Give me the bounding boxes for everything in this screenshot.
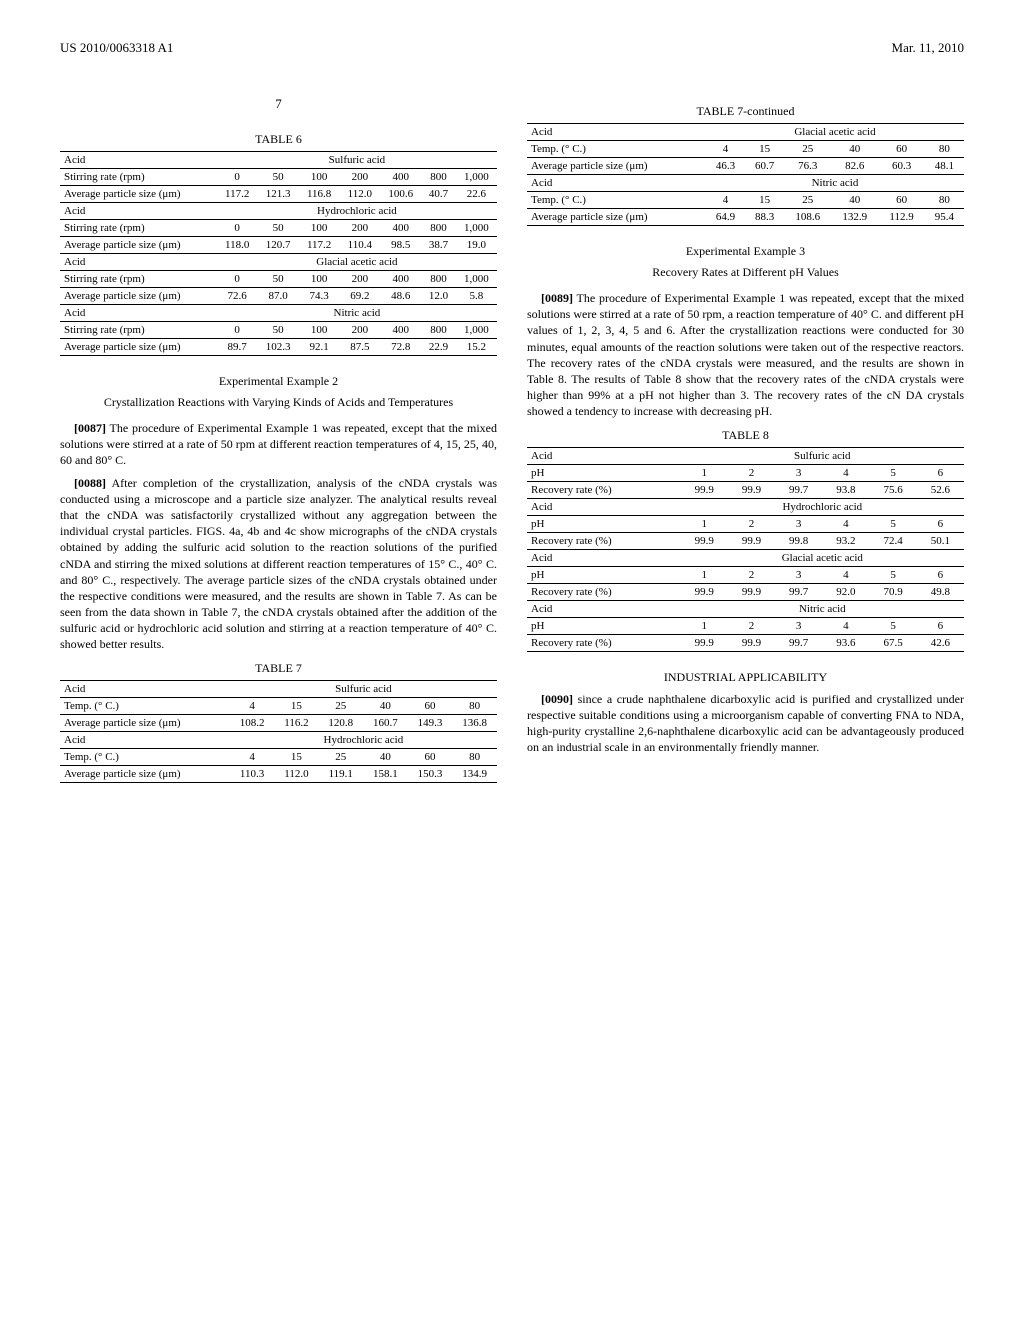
exp2-title: Experimental Example 2 xyxy=(60,374,497,389)
industrial-title: INDUSTRIAL APPLICABILITY xyxy=(527,670,964,685)
pub-date: Mar. 11, 2010 xyxy=(892,40,964,56)
para-0090: [0090] since a crude naphthalene dicarbo… xyxy=(527,691,964,756)
para-0088: [0088] After completion of the crystalli… xyxy=(60,475,497,653)
table7: AcidSulfuric acidTemp. (° C.)41525406080… xyxy=(60,680,497,783)
table8: AcidSulfuric acidpH123456Recovery rate (… xyxy=(527,447,964,652)
page-header: US 2010/0063318 A1 Mar. 11, 2010 xyxy=(60,40,964,56)
para-text: After completion of the crystallization,… xyxy=(60,476,497,652)
table6: AcidSulfuric acidStirring rate (rpm)0501… xyxy=(60,151,497,356)
para-0089: [0089] The procedure of Experimental Exa… xyxy=(527,290,964,420)
para-num: [0088] xyxy=(74,476,106,490)
table7-continued: AcidGlacial acetic acidTemp. (° C.)41525… xyxy=(527,123,964,226)
exp3-title: Experimental Example 3 xyxy=(527,244,964,259)
table7-caption: TABLE 7 xyxy=(60,661,497,676)
left-column: 7 TABLE 6 AcidSulfuric acidStirring rate… xyxy=(60,96,497,789)
para-text: The procedure of Experimental Example 1 … xyxy=(60,421,497,467)
para-num: [0087] xyxy=(74,421,106,435)
table8-caption: TABLE 8 xyxy=(527,428,964,443)
table6-caption: TABLE 6 xyxy=(60,132,497,147)
para-text: The procedure of Experimental Example 1 … xyxy=(527,291,964,418)
para-0087: [0087] The procedure of Experimental Exa… xyxy=(60,420,497,469)
exp2-subtitle: Crystallization Reactions with Varying K… xyxy=(60,395,497,410)
para-num: [0089] xyxy=(541,291,573,305)
page-number: 7 xyxy=(60,96,497,112)
para-text: since a crude naphthalene dicarboxylic a… xyxy=(527,692,964,755)
pub-number: US 2010/0063318 A1 xyxy=(60,40,173,56)
table7cont-caption: TABLE 7-continued xyxy=(527,104,964,119)
para-num: [0090] xyxy=(541,692,573,706)
right-column: TABLE 7-continued AcidGlacial acetic aci… xyxy=(527,96,964,789)
exp3-subtitle: Recovery Rates at Different pH Values xyxy=(527,265,964,280)
